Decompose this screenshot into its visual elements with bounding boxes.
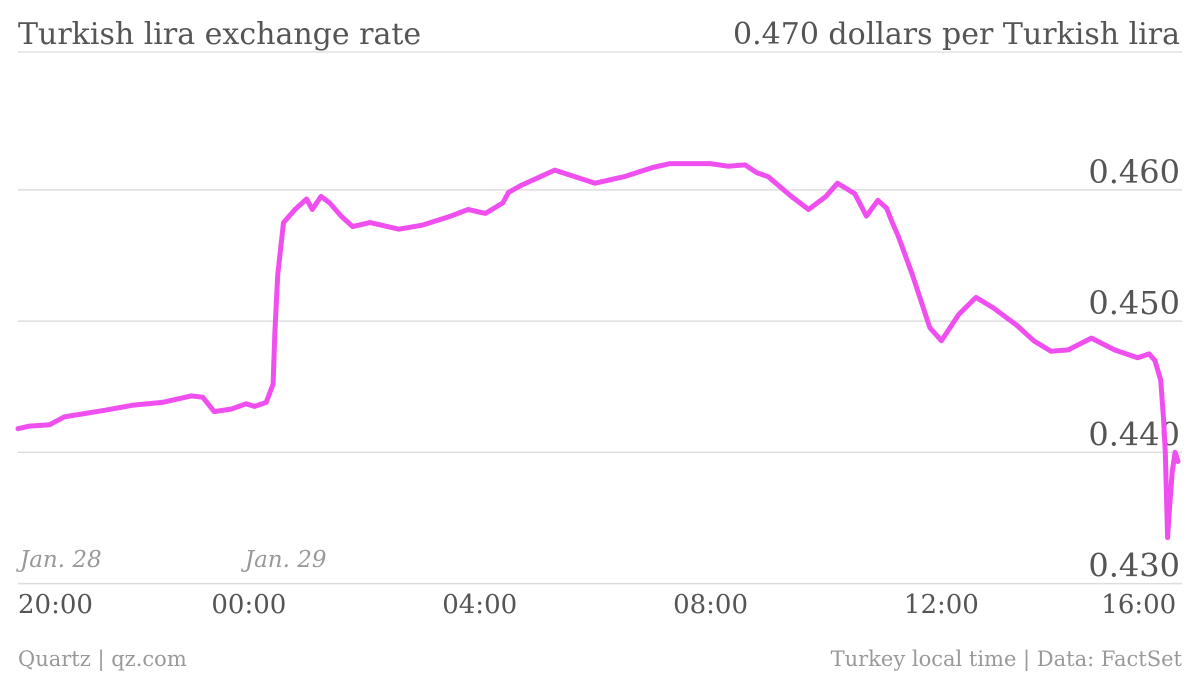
footer-source: Turkey local time | Data: FactSet — [831, 647, 1183, 672]
series-lines — [15, 161, 1181, 541]
date-label: Jan. 28 — [16, 547, 102, 573]
y-tick-label: 0.450 — [1088, 284, 1180, 322]
x-tick-label: 12:00 — [904, 590, 979, 620]
chart-title: Turkish lira exchange rate — [18, 17, 421, 52]
x-tick-label: 08:00 — [673, 590, 748, 620]
y-tick-label: 0.460 — [1088, 153, 1180, 191]
y-axis-label: 0.470 dollars per Turkish lira — [733, 17, 1180, 52]
x-tick-labels: 20:00 00:00 04:00 08:00 12:00 16:00 — [18, 590, 1176, 620]
x-tick-label: 00:00 — [211, 590, 286, 620]
y-tick-label: 0.430 — [1088, 547, 1180, 585]
footer-credit: Quartz | qz.com — [18, 647, 187, 672]
gridlines — [18, 189, 1182, 585]
x-tick-label: 04:00 — [442, 590, 517, 620]
series-line-0 — [15, 161, 1181, 541]
x-tick-label: 20:00 — [18, 590, 93, 620]
date-labels: Jan. 28 Jan. 29 — [16, 547, 326, 573]
x-tick-label: 16:00 — [1101, 590, 1176, 620]
date-label: Jan. 29 — [241, 547, 327, 573]
